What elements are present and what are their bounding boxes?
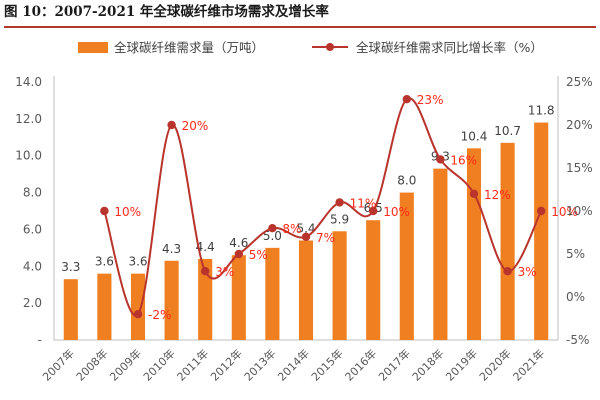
bar-value-label: 11.8	[528, 104, 555, 118]
x-tick-label: 2015年	[308, 346, 345, 383]
growth-point	[201, 267, 210, 276]
y-left-tick-label: 6.0	[23, 222, 42, 236]
growth-value-label: 11%	[350, 196, 377, 210]
x-tick-label: 2020年	[476, 346, 513, 383]
bar	[534, 122, 549, 341]
bar	[466, 148, 482, 340]
bar-value-label: 5.4	[296, 221, 315, 235]
growth-value-label: 8%	[282, 222, 301, 236]
y-right-tick-label: 10%	[566, 204, 593, 218]
bar	[97, 273, 112, 340]
growth-value-label: 5%	[249, 248, 268, 262]
bar-value-label: 3.6	[95, 255, 114, 269]
bar	[231, 255, 246, 340]
y-left-tick-label: 8.0	[23, 186, 42, 200]
growth-line	[100, 95, 546, 319]
bar	[265, 247, 280, 340]
growth-value-label: -2%	[148, 308, 171, 322]
legend-bar-label: 全球碳纤维需求量（万吨）	[114, 40, 264, 55]
bar-value-label: 4.4	[196, 240, 215, 254]
bar-value-label: 4.3	[162, 242, 181, 256]
growth-point	[369, 206, 378, 216]
bar-value-label: 4.6	[229, 236, 248, 250]
y-right-tick-label: 25%	[566, 75, 593, 89]
bar	[130, 273, 146, 340]
y-right-tick-label: 0%	[566, 290, 585, 304]
growth-point	[335, 198, 344, 207]
growth-point	[537, 206, 546, 216]
x-tick-label: 2017年	[375, 346, 412, 383]
x-tick-label: 2010年	[140, 346, 177, 383]
growth-point	[133, 310, 143, 319]
bar-value-label: 10.4	[461, 129, 488, 143]
legend: 全球碳纤维需求量（万吨） 全球碳纤维需求同比增长率（%）	[78, 40, 543, 55]
y-left-tick-label: 10.0	[15, 149, 42, 163]
bar-value-label: 5.0	[263, 229, 282, 243]
figure-title: 图 10：2007-2021 年全球碳纤维市场需求及增长率	[4, 4, 329, 20]
x-tick-label: 2011年	[174, 346, 211, 383]
growth-point	[234, 249, 243, 259]
x-tick-label: 2019年	[443, 346, 480, 383]
growth-value-label: 7%	[316, 231, 335, 245]
bar-value-label: 5.9	[330, 212, 349, 226]
growth-point	[100, 206, 109, 216]
y-left-tick-label: 12.0	[15, 112, 42, 126]
x-tick-label: 2008年	[73, 346, 110, 383]
growth-point	[402, 95, 411, 104]
growth-value-label: 3%	[518, 265, 537, 279]
bars	[63, 122, 549, 341]
y-right-tick-label: 5%	[566, 247, 585, 261]
growth-point	[469, 189, 479, 198]
bar	[500, 142, 515, 340]
x-tick-label: 2021年	[510, 346, 547, 383]
y-right-tick-label: 15%	[566, 161, 593, 175]
x-tick-label: 2009年	[107, 346, 144, 383]
bar	[366, 220, 381, 340]
growth-point	[503, 267, 512, 276]
growth-value-label: 10%	[551, 205, 578, 219]
y-left-tick-label: 4.0	[23, 259, 42, 273]
bar	[63, 279, 78, 340]
x-tick-label: 2016年	[342, 346, 379, 383]
bar-value-label: 3.3	[61, 260, 80, 274]
y-right-tick-label: 20%	[566, 118, 593, 132]
legend-line-marker	[326, 43, 334, 51]
y-left-tick-label: -	[38, 333, 42, 347]
bar	[198, 258, 213, 340]
legend-line-label: 全球碳纤维需求同比增长率（%）	[356, 40, 543, 55]
bar-value-label: 3.6	[128, 255, 147, 269]
legend-bar-swatch	[78, 42, 108, 53]
x-tick-label: 2013年	[241, 346, 278, 383]
growth-point	[436, 155, 445, 164]
growth-point	[167, 120, 176, 130]
x-tick-label: 2014年	[275, 346, 312, 383]
bar	[332, 231, 347, 340]
bar	[164, 260, 179, 340]
bar	[298, 240, 314, 340]
y-left-tick-label: 2.0	[23, 296, 42, 310]
header-rule	[4, 26, 596, 28]
growth-value-label: 16%	[450, 153, 477, 167]
x-tick-label: 2012年	[207, 346, 244, 383]
bar	[433, 168, 448, 340]
y-left-tick-label: 14.0	[15, 75, 42, 89]
growth-value-label: 12%	[484, 188, 511, 202]
bar	[399, 192, 414, 340]
y-right-tick-label: -5%	[566, 333, 589, 347]
x-tick-label: 2007年	[39, 346, 76, 383]
growth-point	[301, 232, 311, 241]
growth-point	[268, 224, 277, 233]
figure-header: 图 10：2007-2021 年全球碳纤维市场需求及增长率	[4, 2, 596, 28]
bar-value-label: 8.0	[397, 174, 416, 188]
bar-value-label: 10.7	[494, 124, 521, 138]
growth-value-label: 10%	[383, 205, 410, 219]
x-tick-label: 2018年	[409, 346, 446, 383]
growth-value-label: 10%	[114, 205, 141, 219]
growth-value-label: 20%	[182, 119, 209, 133]
line-labels: 10% -2% 20% 3% 5% 8% 7% 11% 10% 23% 16% 12% 3% 10%	[114, 93, 577, 322]
growth-value-label: 3%	[215, 265, 234, 279]
growth-value-label: 23%	[417, 93, 444, 107]
